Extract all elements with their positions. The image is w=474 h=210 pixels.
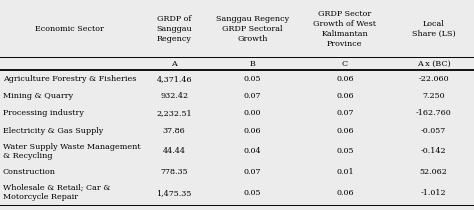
Text: GRDP Sector
Growth of West
Kalimantan
Province: GRDP Sector Growth of West Kalimantan Pr… [313,10,376,48]
Text: 44.44: 44.44 [163,147,186,155]
Text: 0.07: 0.07 [244,92,261,100]
Text: Construction: Construction [3,168,56,176]
Text: 0.06: 0.06 [336,189,354,197]
Text: 2,232.51: 2,232.51 [156,109,192,117]
Text: Sanggau Regency
GRDP Sectoral
Growth: Sanggau Regency GRDP Sectoral Growth [216,15,289,43]
Text: Mining & Quarry: Mining & Quarry [3,92,73,100]
Text: 0.06: 0.06 [336,127,354,135]
Text: Water Supply Waste Management
& Recycling: Water Supply Waste Management & Recyclin… [3,143,140,160]
Text: 0.05: 0.05 [336,147,354,155]
Text: C: C [342,59,348,68]
Text: 0.07: 0.07 [244,168,261,176]
Text: 0.05: 0.05 [244,75,261,83]
Text: 37.86: 37.86 [163,127,185,135]
Text: GRDP of
Sanggau
Regency: GRDP of Sanggau Regency [156,15,192,43]
Text: 0.06: 0.06 [244,127,261,135]
Text: -1.012: -1.012 [421,189,447,197]
Text: 0.00: 0.00 [244,109,261,117]
Text: Local
Share (LS): Local Share (LS) [412,20,456,38]
Text: Agriculture Forestry & Fisheries: Agriculture Forestry & Fisheries [3,75,136,83]
Text: A x (BC): A x (BC) [417,59,451,68]
Text: Processing industry: Processing industry [3,109,84,117]
Text: Electricity & Gas Supply: Electricity & Gas Supply [3,127,103,135]
Text: A: A [171,59,177,68]
Text: B: B [249,59,255,68]
Text: 932.42: 932.42 [160,92,188,100]
Text: 0.04: 0.04 [244,147,261,155]
Text: 7.250: 7.250 [422,92,445,100]
Text: 0.06: 0.06 [336,92,354,100]
Text: 0.05: 0.05 [244,189,261,197]
Text: 4,371.46: 4,371.46 [156,75,192,83]
Text: 52.062: 52.062 [420,168,447,176]
Text: -162.760: -162.760 [416,109,452,117]
Text: -0.142: -0.142 [421,147,447,155]
Text: 0.06: 0.06 [336,75,354,83]
Text: 0.07: 0.07 [336,109,354,117]
Text: -0.057: -0.057 [421,127,447,135]
Text: 0.01: 0.01 [336,168,354,176]
Text: Wholesale & Retail; Car &
Motorcycle Repair: Wholesale & Retail; Car & Motorcycle Rep… [3,184,110,201]
Text: Economic Sector: Economic Sector [36,25,104,33]
Text: 778.35: 778.35 [160,168,188,176]
Text: 1,475.35: 1,475.35 [156,189,192,197]
Text: -22.060: -22.060 [419,75,449,83]
